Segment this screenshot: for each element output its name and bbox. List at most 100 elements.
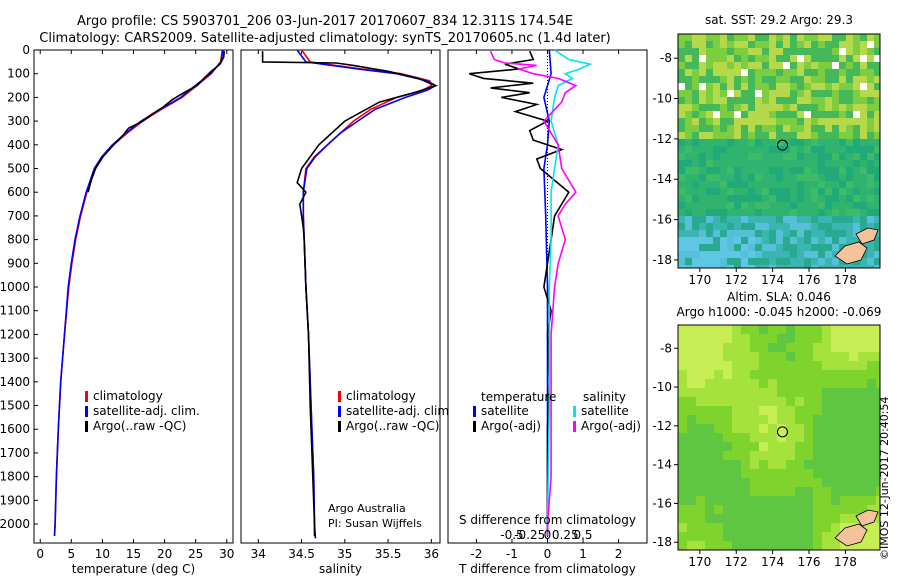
sst-map-cell <box>853 265 860 268</box>
sst-map-cell <box>811 174 818 181</box>
sst-map-cell <box>720 174 727 181</box>
sla-map-cell <box>876 379 880 388</box>
sst-map-cell <box>692 195 699 202</box>
sla-map-cell <box>786 433 795 442</box>
sst-map-cell <box>783 76 790 83</box>
sst-map-cell <box>832 48 839 55</box>
sla-map-cell <box>831 541 840 550</box>
sla-map-cell <box>867 415 876 424</box>
sst-map-cell <box>741 174 748 181</box>
sst-map-cell <box>811 90 818 97</box>
sst-map-cell <box>685 174 692 181</box>
sst-map-cell <box>713 62 720 69</box>
sst-map-cell <box>685 55 692 62</box>
sst-map-cell <box>790 251 797 258</box>
sst-map-cell <box>825 76 832 83</box>
sla-map-cell <box>687 514 696 523</box>
sst-map-cell <box>762 258 769 265</box>
difference-xtick-label: 2 <box>615 547 623 561</box>
sst-map-cell <box>832 181 839 188</box>
sla-map-cell <box>678 469 687 478</box>
sst-map-cell <box>832 118 839 125</box>
sla-map-cell <box>867 334 876 343</box>
sst-map-cell <box>818 230 825 237</box>
sst-map-cell <box>825 167 832 174</box>
sst-map-cell <box>755 216 762 223</box>
sst-map-cell <box>825 209 832 216</box>
sst-map-cell <box>720 167 727 174</box>
sla-map-cell <box>741 541 750 550</box>
sst-map-cell <box>783 188 790 195</box>
sst-map-cell <box>839 265 846 268</box>
sst-map-cell <box>853 167 860 174</box>
sst-map-cell <box>818 97 825 104</box>
sst-map-cell <box>699 202 706 209</box>
sst-map-cell <box>762 62 769 69</box>
sst-map-cell <box>825 181 832 188</box>
sla-map-cell <box>759 352 768 361</box>
sla-map-cell <box>858 433 867 442</box>
sst-map-cell <box>804 48 811 55</box>
sst-map-cell <box>839 195 846 202</box>
sst-map-cell <box>776 41 783 48</box>
sla-map-cell <box>813 352 822 361</box>
sst-map-cell <box>846 195 853 202</box>
sst-map-cell <box>839 223 846 230</box>
sla-map-cell <box>777 325 786 334</box>
sst-map-cell <box>706 202 713 209</box>
sst-map-cell <box>713 90 720 97</box>
sla-map-cell <box>813 487 822 496</box>
sla-map-cell <box>795 505 804 514</box>
sla-map-cell <box>786 343 795 352</box>
sst-map-cell <box>811 41 818 48</box>
sla-map-cell <box>840 469 849 478</box>
sla-map-cell <box>777 343 786 352</box>
sla-map-cell <box>795 370 804 379</box>
temperature-xtick-label: 25 <box>188 547 203 561</box>
sst-map-cell <box>804 76 811 83</box>
sst-map-cell <box>846 153 853 160</box>
sst-map-cell <box>720 55 727 62</box>
sst-map-cell <box>832 55 839 62</box>
sla-map-cell <box>705 514 714 523</box>
sla-map-cell <box>795 397 804 406</box>
sst-map-cell <box>783 258 790 265</box>
sla-map-cell <box>831 325 840 334</box>
sst-map-cell <box>853 216 860 223</box>
sst-map-cell <box>755 132 762 139</box>
sst-map-cell <box>692 34 699 41</box>
sla-map-cell <box>831 469 840 478</box>
temperature-legend-swatch <box>85 406 88 417</box>
sla-map-cell <box>732 487 741 496</box>
sla-map-cell <box>750 370 759 379</box>
sst-map-cell <box>804 90 811 97</box>
sst-map-cell <box>692 146 699 153</box>
sla-map-cell <box>741 514 750 523</box>
salinity-xtick-label: 34 <box>251 547 266 561</box>
sla-map-cell <box>687 451 696 460</box>
sst-map-cell <box>769 62 776 69</box>
temperature-ytick-label: 500 <box>7 162 30 176</box>
sst-map-cell <box>762 195 769 202</box>
sst-map-cell <box>678 230 685 237</box>
sst-map-cell <box>783 244 790 251</box>
sst-map-cell <box>832 62 839 69</box>
sst-map-cell <box>867 167 874 174</box>
sla-map-ytick-label: -12 <box>652 419 672 433</box>
sla-map-cell <box>759 514 768 523</box>
sst-map-cell <box>727 34 734 41</box>
sst-map-cell <box>839 48 846 55</box>
sst-map-cell <box>741 181 748 188</box>
sst-map-cell <box>797 230 804 237</box>
sst-map-cell <box>692 174 699 181</box>
sla-map-cell <box>759 478 768 487</box>
sst-map-cell <box>748 244 755 251</box>
sst-map-cell <box>706 258 713 265</box>
sst-map-cell <box>790 69 797 76</box>
sst-map-cell <box>727 174 734 181</box>
sla-map-cell <box>831 523 840 532</box>
sla-map-cell <box>705 343 714 352</box>
sst-map-cell <box>874 153 880 160</box>
sst-map-cell <box>762 153 769 160</box>
sst-map-cell <box>769 160 776 167</box>
